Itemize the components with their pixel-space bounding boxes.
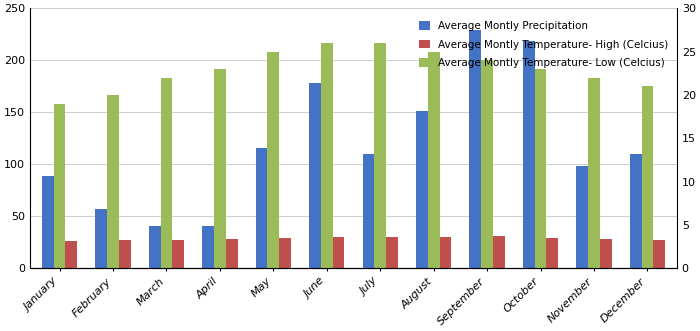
Bar — [588, 77, 600, 268]
Bar — [642, 86, 653, 268]
Bar — [214, 69, 226, 268]
Bar — [374, 43, 386, 268]
Bar — [202, 226, 214, 268]
Bar — [630, 154, 642, 268]
Bar — [267, 52, 279, 268]
Bar — [279, 238, 291, 268]
Bar — [470, 30, 481, 268]
Bar — [119, 240, 131, 268]
Bar — [523, 41, 535, 268]
Bar — [149, 226, 160, 268]
Bar — [321, 43, 332, 268]
Bar — [95, 209, 107, 268]
Bar — [576, 166, 588, 268]
Bar — [363, 154, 375, 268]
Bar — [107, 95, 119, 268]
Bar — [386, 237, 398, 268]
Bar — [547, 238, 558, 268]
Bar — [653, 240, 665, 268]
Bar — [172, 240, 184, 268]
Bar — [65, 241, 77, 268]
Bar — [160, 77, 172, 268]
Legend: Average Montly Precipitation, Average Montly Temperature- High (Celcius), Averag: Average Montly Precipitation, Average Mo… — [419, 21, 668, 68]
Bar — [481, 60, 493, 268]
Bar — [332, 237, 344, 268]
Bar — [493, 236, 505, 268]
Bar — [42, 176, 54, 268]
Bar — [256, 148, 267, 268]
Bar — [54, 104, 65, 268]
Bar — [535, 69, 547, 268]
Bar — [226, 239, 237, 268]
Bar — [600, 239, 612, 268]
Bar — [428, 52, 440, 268]
Bar — [309, 83, 321, 268]
Bar — [440, 237, 452, 268]
Bar — [416, 111, 428, 268]
